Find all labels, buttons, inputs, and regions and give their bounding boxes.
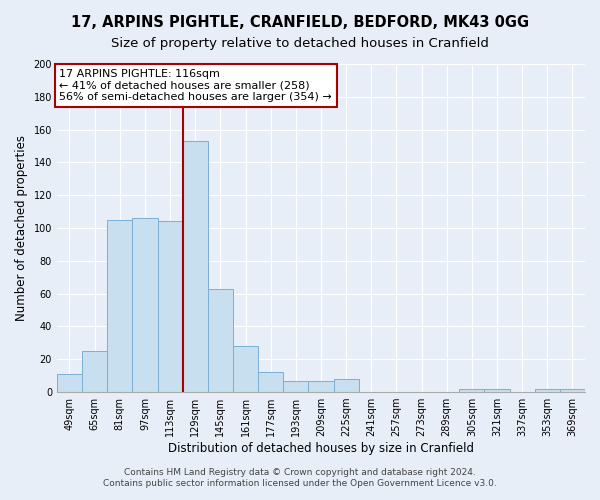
Bar — [308, 380, 334, 392]
Bar — [182, 141, 208, 392]
Bar — [535, 389, 560, 392]
Bar — [560, 389, 585, 392]
Bar — [334, 379, 359, 392]
Bar — [258, 372, 283, 392]
Text: Contains HM Land Registry data © Crown copyright and database right 2024.
Contai: Contains HM Land Registry data © Crown c… — [103, 468, 497, 487]
Bar — [133, 218, 158, 392]
X-axis label: Distribution of detached houses by size in Cranfield: Distribution of detached houses by size … — [168, 442, 474, 455]
Bar — [107, 220, 133, 392]
Bar — [208, 288, 233, 392]
Text: Size of property relative to detached houses in Cranfield: Size of property relative to detached ho… — [111, 38, 489, 51]
Bar — [233, 346, 258, 392]
Y-axis label: Number of detached properties: Number of detached properties — [15, 135, 28, 321]
Bar — [82, 351, 107, 392]
Bar — [57, 374, 82, 392]
Bar — [459, 389, 484, 392]
Bar — [484, 389, 509, 392]
Text: 17 ARPINS PIGHTLE: 116sqm
← 41% of detached houses are smaller (258)
56% of semi: 17 ARPINS PIGHTLE: 116sqm ← 41% of detac… — [59, 69, 332, 102]
Bar — [283, 380, 308, 392]
Text: 17, ARPINS PIGHTLE, CRANFIELD, BEDFORD, MK43 0GG: 17, ARPINS PIGHTLE, CRANFIELD, BEDFORD, … — [71, 15, 529, 30]
Bar — [158, 222, 182, 392]
